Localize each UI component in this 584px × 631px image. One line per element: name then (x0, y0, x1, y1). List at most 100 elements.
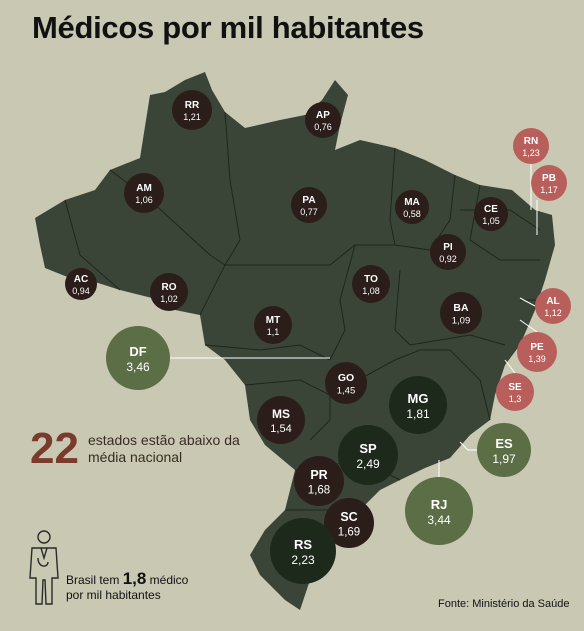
state-bubble-pe: PE1,39 (517, 332, 557, 372)
state-bubble-mt: MT1,1 (254, 306, 292, 344)
state-bubble-ms: MS 1,54 (257, 396, 305, 444)
state-bubble-circle (324, 498, 374, 548)
state-bubble-es: ES1,97 (477, 423, 531, 477)
state-code-label: PA (302, 195, 315, 206)
state-code-label: RR (185, 100, 200, 111)
state-code-label: SE (508, 382, 522, 393)
state-code-label: RO (162, 282, 177, 293)
state-code-label: RS (294, 537, 312, 552)
national-average-prefix: Brasil tem (66, 573, 120, 587)
state-code-label: GO (338, 372, 354, 384)
state-bubble-to: TO1,08 (352, 265, 390, 303)
state-code-label: MG (408, 391, 429, 406)
state-bubble-ap: AP0,76 (305, 102, 341, 138)
state-value-label: 1,12 (544, 308, 562, 318)
state-value-label: 1,69 (338, 527, 360, 539)
state-value-label: 1,39 (528, 354, 546, 364)
state-bubble-circle (106, 326, 170, 390)
state-code-label: BA (453, 302, 469, 314)
connector-line (459, 441, 477, 451)
state-bubble-circle (531, 165, 567, 201)
state-bubble-rn: RN1,23 (513, 128, 549, 164)
state-bubble-circle (257, 396, 305, 444)
state-bubble-circle (254, 306, 292, 344)
state-code-label: PI (443, 242, 453, 253)
state-value-label: 1,1 (267, 327, 280, 337)
state-bubble-df: DF3,46 (106, 326, 170, 390)
state-value-label: 1,17 (540, 185, 558, 195)
state-code-label: DF (129, 344, 146, 359)
state-code-label: MS (272, 407, 290, 421)
state-code-label: TO (364, 274, 378, 285)
state-value-label: 1,05 (482, 216, 500, 226)
state-bubble-pi: PI0,92 (430, 234, 466, 270)
state-bubble-rj: RJ3,44 (405, 477, 473, 545)
state-bubble-circle (496, 373, 534, 411)
state-code-label: AM (136, 183, 152, 194)
state-value-label: 1,97 (492, 452, 516, 466)
state-value-label: 1,81 (406, 407, 430, 421)
connector-line (519, 319, 538, 333)
state-value-label: 1,23 (522, 148, 540, 158)
state-value-label: 1,06 (135, 195, 153, 205)
doctor-icon (29, 530, 59, 605)
state-code-label: CE (484, 204, 498, 215)
state-value-label: 2,49 (356, 457, 380, 471)
state-value-label: 3,44 (427, 513, 451, 527)
state-bubble-circle (325, 362, 367, 404)
state-value-label: 1,3 (509, 394, 522, 404)
national-average-unit: médico (149, 573, 189, 587)
state-code-label: AC (74, 274, 88, 285)
state-value-label: 1,21 (183, 112, 201, 122)
state-code-label: ES (495, 436, 513, 451)
state-code-label: PB (542, 173, 556, 184)
state-bubble-pb: PB1,17 (531, 165, 567, 201)
state-bubble-ac: AC0,94 (65, 268, 97, 300)
state-value-label: 1,02 (160, 294, 178, 304)
state-bubble-circle (405, 477, 473, 545)
state-bubble-mg: MG1,81 (389, 376, 447, 434)
connector-line (504, 359, 516, 374)
state-code-label: PR (310, 468, 327, 482)
state-bubble-circle (477, 423, 531, 477)
state-value-label: 0,92 (439, 254, 457, 264)
page-title: Médicos por mil habitantes (32, 10, 424, 45)
state-bubble-circle (150, 273, 188, 311)
state-value-label: 1,45 (337, 386, 356, 397)
state-value-label: 3,46 (126, 360, 150, 374)
state-bubble-rs: RS2,23 (270, 518, 336, 584)
state-bubble-ro: RO1,02 (150, 273, 188, 311)
state-code-label: RJ (431, 497, 448, 512)
state-bubble-rr: RR1,21 (172, 90, 212, 130)
national-average-value: 1,8 (122, 569, 147, 588)
state-bubble-circle (389, 376, 447, 434)
state-value-label: 1,09 (452, 316, 471, 327)
state-bubble-am: AM1,06 (124, 173, 164, 213)
state-bubble-ba: BA 1,09 (440, 292, 482, 334)
state-bubble-circle (513, 128, 549, 164)
state-bubble-se: SE1,3 (496, 373, 534, 411)
source-credit: Fonte: Ministério da Saúde (438, 598, 570, 610)
below-average-text: estados estão abaixo da média nacional (88, 432, 240, 465)
state-bubble-circle (517, 332, 557, 372)
state-code-label: AP (316, 110, 330, 121)
state-bubble-circle (440, 292, 482, 334)
state-bubble-circle (535, 288, 571, 324)
national-average-unit-line2: por mil habitantes (66, 588, 161, 602)
national-average-note: Brasil tem 1,8 médico por mil habitantes (66, 569, 189, 603)
state-bubble-sc: SC 1,69 (324, 498, 374, 548)
state-bubble-circle (430, 234, 466, 270)
state-code-label: AL (546, 296, 559, 307)
state-value-label: 0,76 (314, 122, 332, 132)
state-bubble-sp: SP2,49 (338, 425, 398, 485)
state-value-label: 1,54 (270, 423, 291, 435)
state-bubble-circle (294, 456, 344, 506)
state-value-label: 0,77 (300, 207, 318, 217)
state-value-label: 2,23 (291, 553, 315, 567)
state-value-label: 1,08 (362, 286, 380, 296)
state-bubble-circle (172, 90, 212, 130)
state-code-label: SC (340, 510, 357, 524)
